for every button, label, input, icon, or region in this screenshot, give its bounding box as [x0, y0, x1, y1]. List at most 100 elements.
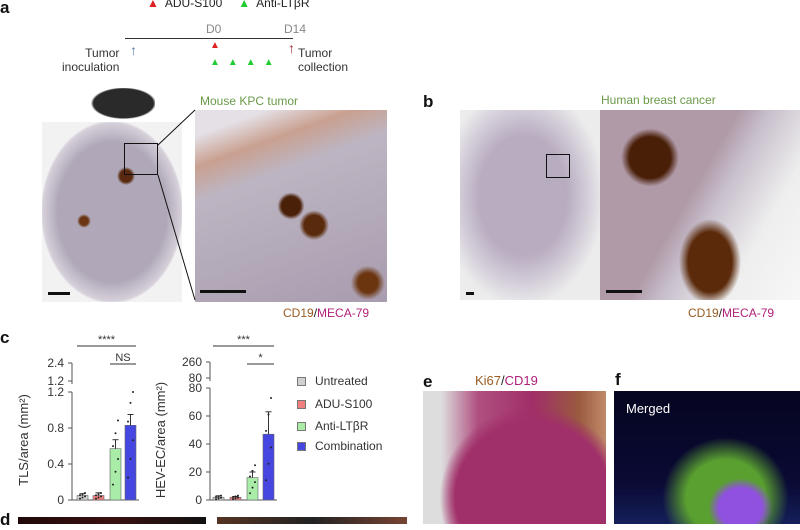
data-point — [100, 492, 102, 495]
data-point — [79, 497, 81, 500]
bar-combination — [262, 433, 275, 501]
panel-d-image-2 — [217, 517, 407, 524]
stain-meca79: MECA-79 — [317, 306, 370, 320]
red-triangle-icon: ▲ — [147, 0, 159, 10]
zoom-region-box — [546, 154, 570, 178]
data-point — [220, 494, 222, 497]
data-point — [81, 493, 84, 496]
data-point — [84, 495, 86, 498]
data-point — [127, 476, 129, 479]
scale-bar — [606, 290, 642, 293]
data-point — [95, 494, 97, 497]
panel-label-f: f — [615, 370, 621, 389]
panel-label-a: a — [0, 0, 10, 17]
zoom-lines — [157, 109, 196, 301]
data-point — [100, 495, 102, 498]
y-tick-label: 0.8 — [47, 421, 64, 435]
collection-arrow-icon: ↑ — [288, 40, 295, 56]
day-0-label: D0 — [206, 22, 222, 36]
merged-label: Merged — [626, 401, 671, 416]
scale-bar — [200, 290, 246, 293]
mouse-illustration — [85, 88, 155, 122]
legend-adu: ADU-S100 — [164, 0, 223, 10]
stain-legend-a: CD19/MECA-79 — [283, 306, 370, 320]
stain-legend-b: CD19/MECA-79 — [688, 306, 775, 320]
data-point — [232, 496, 234, 499]
significance-label: * — [258, 352, 263, 364]
significance-label: *** — [237, 334, 251, 346]
merged-fluorescence-image: Merged — [614, 391, 800, 524]
panel-d-image-1 — [18, 517, 206, 524]
data-point — [249, 492, 251, 495]
stain-cd19: CD19 — [688, 306, 719, 320]
data-point — [265, 479, 267, 482]
data-point — [114, 432, 117, 435]
data-point — [237, 496, 239, 499]
data-point — [81, 496, 84, 499]
bar-anti-lt-r — [246, 477, 259, 501]
mouse-kpc-title: Mouse KPC tumor — [200, 94, 299, 108]
data-point — [270, 397, 272, 400]
anti-ltbr-dose-icons: ▲▲▲▲ — [210, 57, 282, 68]
collection-label: Tumor collection — [298, 46, 349, 74]
data-point — [265, 429, 267, 432]
legend-label: Anti-LTβR — [315, 419, 369, 433]
data-point — [267, 462, 270, 465]
green-triangle-icon: ▲ — [238, 0, 251, 10]
data-point — [234, 495, 237, 498]
mouse-tumor-overview-image — [42, 122, 182, 302]
data-point — [270, 446, 272, 449]
y-tick-label: 80 — [189, 381, 203, 395]
data-point — [251, 469, 254, 472]
human-tumor-zoom-image — [600, 110, 800, 300]
y-tick-label: 0.4 — [47, 457, 64, 471]
y-axis-label: HEV-EC/area (mm²) — [153, 382, 168, 498]
data-point — [215, 498, 217, 501]
y-tick-label: 1.2 — [47, 374, 64, 388]
scale-bar — [48, 292, 70, 295]
stain-legend-e: Ki67/CD19 — [475, 373, 538, 388]
human-tumor-overview-image — [460, 110, 600, 300]
data-point — [249, 475, 251, 478]
legend-swatch — [297, 399, 306, 409]
data-point — [95, 497, 97, 500]
scale-bar — [466, 292, 474, 295]
legend-anti-ltbr: Anti-LTβR — [256, 0, 310, 10]
mouse-tumor-zoom-image — [195, 110, 387, 302]
panel-label-b: b — [423, 92, 434, 111]
data-point — [254, 481, 256, 484]
y-tick-label: 0 — [57, 493, 64, 507]
data-point — [117, 457, 119, 460]
timeline-axis — [125, 38, 293, 39]
data-point — [127, 420, 129, 423]
legend-anti-ltbr: Anti-LTβR — [297, 419, 368, 433]
stain-cd19: CD19 — [504, 373, 538, 388]
y-tick-label: 80 — [189, 371, 203, 385]
zoom-region-box — [124, 143, 158, 175]
panel-label-c: c — [0, 328, 10, 347]
data-point — [129, 457, 132, 460]
legend-label: Combination — [315, 439, 383, 453]
stain-cd19: CD19 — [283, 306, 314, 320]
y-tick-label: 0 — [195, 493, 202, 507]
ki67-cd19-image — [423, 391, 606, 524]
data-point — [251, 486, 254, 489]
data-point — [237, 494, 239, 497]
significance-label: **** — [98, 334, 116, 346]
legend-label: ADU-S100 — [315, 397, 373, 411]
legend-swatch — [297, 441, 306, 451]
inoculation-arrow-icon: ↑ — [130, 42, 137, 58]
legend-label: Untreated — [315, 374, 368, 388]
data-point — [112, 445, 114, 448]
y-tick-label: 20 — [189, 465, 203, 479]
data-point — [79, 494, 81, 497]
bar-anti-lt-r — [109, 448, 122, 501]
stain-meca79: MECA-79 — [722, 306, 775, 320]
adu-dose-icon: ▲ — [210, 40, 220, 51]
data-point — [132, 439, 134, 442]
day-14-label: D14 — [284, 22, 307, 36]
data-point — [220, 496, 222, 499]
legend-untreated: Untreated — [297, 374, 368, 388]
data-point — [267, 413, 270, 416]
